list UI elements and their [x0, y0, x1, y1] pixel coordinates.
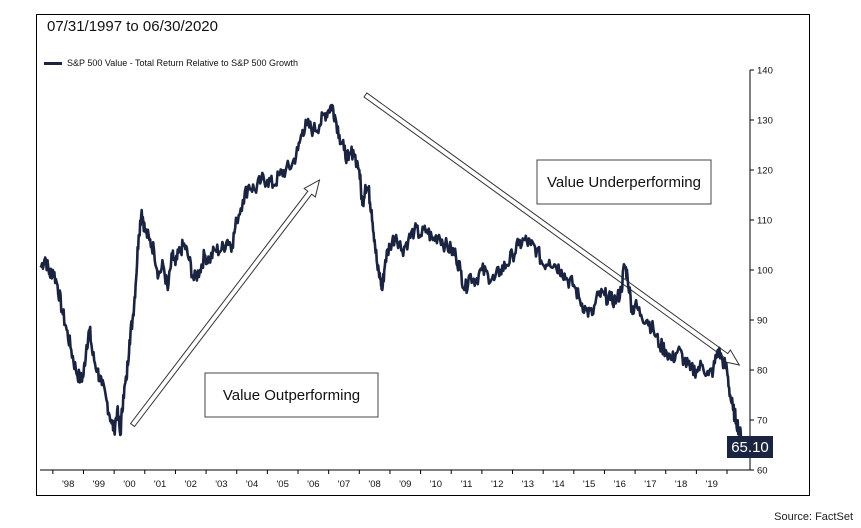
x-tick-label: '12	[491, 479, 503, 490]
overlay: Value Outperforming Value Underperforming…	[204, 159, 773, 458]
axes: 60 70 80 90 100 110 120 130 140 '98 '99 '00 '01 '02 '0…	[40, 66, 773, 490]
x-tick-label: '01	[154, 479, 166, 490]
x-tick-label: '00	[123, 479, 135, 490]
outperforming-box	[204, 372, 379, 418]
legend: S&P 500 Value - Total Return Relative to…	[44, 58, 298, 68]
legend-label: S&P 500 Value - Total Return Relative to…	[67, 58, 298, 68]
last-value-label: 65.10	[731, 439, 769, 456]
x-tick-label: '11	[461, 479, 473, 490]
series-group	[39, 103, 744, 448]
x-tick-label: '02	[185, 479, 197, 490]
x-tick-label: '08	[368, 479, 380, 490]
x-tick-label: '05	[276, 479, 288, 490]
underperforming-label: Value Underperforming	[547, 174, 701, 191]
outperforming-label: Value Outperforming	[223, 387, 360, 404]
x-tick-label: '99	[93, 479, 105, 490]
y-tick-label: 110	[757, 216, 772, 227]
y-tick-label: 90	[757, 316, 768, 327]
y-tick-label: 70	[757, 416, 768, 427]
y-tick-label: 130	[757, 116, 773, 127]
underperforming-box	[536, 159, 712, 205]
outperforming-arrow	[129, 179, 321, 428]
y-tick-label: 80	[757, 366, 768, 377]
last-value-badge	[727, 436, 773, 458]
underperforming-arrow	[363, 92, 741, 366]
x-tick-label: '15	[583, 479, 595, 490]
x-tick-label: '18	[675, 479, 687, 490]
x-tick-label: '14	[552, 479, 564, 490]
x-tick-label: '16	[614, 479, 626, 490]
x-tick-label: '10	[430, 479, 442, 490]
x-tick-label: '13	[522, 479, 534, 490]
legend-swatch	[44, 61, 62, 65]
x-tick-label: '03	[215, 479, 227, 490]
series-line	[39, 103, 744, 448]
x-tick-label: '09	[399, 479, 411, 490]
y-tick-label: 60	[757, 466, 768, 477]
x-tick-label: '98	[62, 479, 74, 490]
source-note: Source: FactSet	[774, 511, 853, 523]
y-tick-label: 140	[757, 66, 773, 77]
y-tick-label: 100	[757, 266, 773, 277]
date-range-title: 07/31/1997 to 06/30/2020	[47, 18, 218, 35]
chart-frame	[36, 14, 810, 496]
x-tick-label: '06	[307, 479, 319, 490]
x-tick-label: '07	[338, 479, 350, 490]
x-tick-label: '04	[246, 479, 258, 490]
x-tick-label: '17	[644, 479, 656, 490]
x-tick-label: '19	[706, 479, 718, 490]
y-tick-label: 120	[757, 166, 773, 177]
